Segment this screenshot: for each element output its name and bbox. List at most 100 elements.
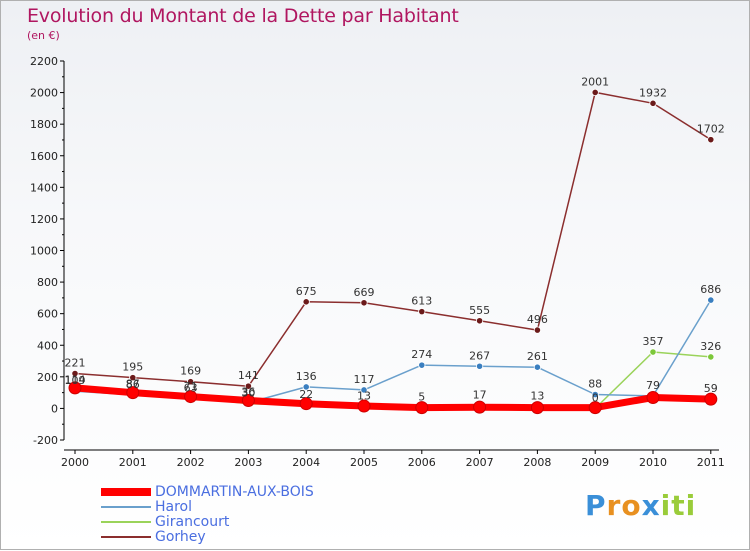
- data-label: 5: [418, 391, 425, 404]
- data-point: [588, 401, 602, 415]
- legend-label-harol: Harol: [155, 499, 193, 515]
- data-label: 267: [469, 349, 490, 362]
- data-point: [241, 394, 255, 408]
- logo-letter: i: [685, 489, 697, 522]
- y-tick-label: 1200: [30, 213, 58, 226]
- data-point: [68, 381, 82, 395]
- legend-label-girancourt: Girancourt: [155, 514, 230, 530]
- data-point: [646, 391, 660, 405]
- data-label: 555: [469, 304, 490, 317]
- series-line-harol: [74, 299, 712, 404]
- logo-letter: x: [641, 489, 661, 522]
- data-label: 686: [700, 283, 721, 296]
- x-tick-label: 2004: [292, 456, 320, 469]
- data-point: [302, 383, 310, 391]
- data-point: [475, 362, 484, 370]
- data-label: 169: [180, 365, 201, 378]
- x-tick-label: 2006: [408, 456, 436, 469]
- data-point: [591, 390, 599, 399]
- data-label: 675: [296, 285, 317, 298]
- data-label: 13: [530, 389, 544, 402]
- data-label: 36: [241, 386, 255, 399]
- y-tick-label: 1600: [30, 150, 58, 163]
- data-label: 117: [354, 373, 375, 386]
- data-label: 59: [704, 382, 718, 395]
- data-label: 496: [527, 313, 548, 326]
- y-tick-label: 600: [37, 308, 58, 321]
- data-label: 63: [184, 381, 198, 394]
- data-point: [707, 353, 715, 361]
- y-tick-label: 0: [51, 402, 58, 415]
- data-label: 22: [299, 388, 313, 401]
- data-point: [418, 361, 426, 369]
- data-point: [649, 99, 657, 107]
- data-label: 1932: [639, 86, 667, 99]
- data-point: [704, 392, 718, 406]
- y-tick-label: -200: [33, 434, 58, 447]
- data-label: 109: [65, 374, 86, 387]
- x-tick-label: 2008: [523, 456, 551, 469]
- legend-swatch-dommartin: [101, 488, 151, 496]
- legend-swatch-girancourt: [101, 521, 151, 523]
- y-tick-label: 400: [37, 339, 58, 352]
- y-tick-label: 2000: [30, 87, 58, 100]
- data-point: [302, 298, 310, 306]
- legend-label-gorhey: Gorhey: [155, 529, 206, 545]
- y-tick-label: 1400: [30, 181, 58, 194]
- data-point: [475, 317, 484, 325]
- data-label: 669: [354, 286, 375, 299]
- data-label: 326: [700, 340, 721, 353]
- series-line-dommartin-aux-bois: [71, 384, 715, 412]
- data-point: [71, 369, 79, 378]
- data-point: [530, 401, 544, 415]
- logo-letter: P: [585, 489, 607, 522]
- legend-swatch-harol: [101, 506, 151, 508]
- y-tick-label: 1000: [30, 245, 58, 258]
- x-tick-label: 2003: [234, 456, 262, 469]
- data-point: [415, 401, 429, 415]
- data-label: 613: [411, 295, 432, 308]
- data-label: 195: [122, 361, 143, 374]
- logo-letter: o: [621, 489, 642, 522]
- y-tick-label: 200: [37, 371, 58, 384]
- logo-letter: t: [671, 489, 686, 522]
- chart-title: Evolution du Montant de la Dette par Hab…: [27, 5, 459, 27]
- data-label: 1702: [697, 123, 725, 136]
- data-label: 30: [241, 387, 255, 400]
- y-tick-label: 1800: [30, 118, 58, 131]
- data-label: 141: [238, 369, 259, 382]
- data-point: [707, 296, 715, 304]
- data-label: 136: [296, 370, 317, 383]
- data-label: 17: [473, 389, 487, 402]
- proxiti-logo: Proxiti: [585, 489, 696, 522]
- x-tick-label: 2002: [177, 456, 205, 469]
- y-tick-label: 2200: [30, 55, 58, 68]
- data-label: 261: [527, 350, 548, 363]
- x-tick-label: 2010: [639, 456, 667, 469]
- data-label: 2001: [581, 75, 609, 88]
- data-point: [360, 299, 368, 307]
- logo-letter: i: [660, 489, 672, 522]
- y-tick-label: 800: [37, 276, 58, 289]
- data-point: [649, 348, 657, 356]
- x-tick-label: 2007: [466, 456, 494, 469]
- data-point: [184, 390, 198, 404]
- data-point: [473, 400, 487, 414]
- x-tick-label: 2005: [350, 456, 378, 469]
- series-line-gorhey: [74, 91, 712, 387]
- data-point: [533, 326, 542, 334]
- data-label: 79: [646, 379, 660, 392]
- data-label: 221: [65, 357, 86, 370]
- x-tick-label: 2000: [61, 456, 89, 469]
- legend-label-dommartin: DOMMARTIN-AUX-BOIS: [155, 484, 314, 500]
- data-label: 87: [126, 378, 140, 391]
- data-point: [244, 382, 252, 390]
- x-tick-label: 2001: [119, 456, 147, 469]
- legend-swatch-gorhey: [101, 536, 151, 538]
- data-label: 86: [126, 378, 140, 391]
- data-label: 88: [588, 378, 602, 391]
- data-label: 114: [65, 373, 86, 386]
- data-point: [299, 397, 313, 411]
